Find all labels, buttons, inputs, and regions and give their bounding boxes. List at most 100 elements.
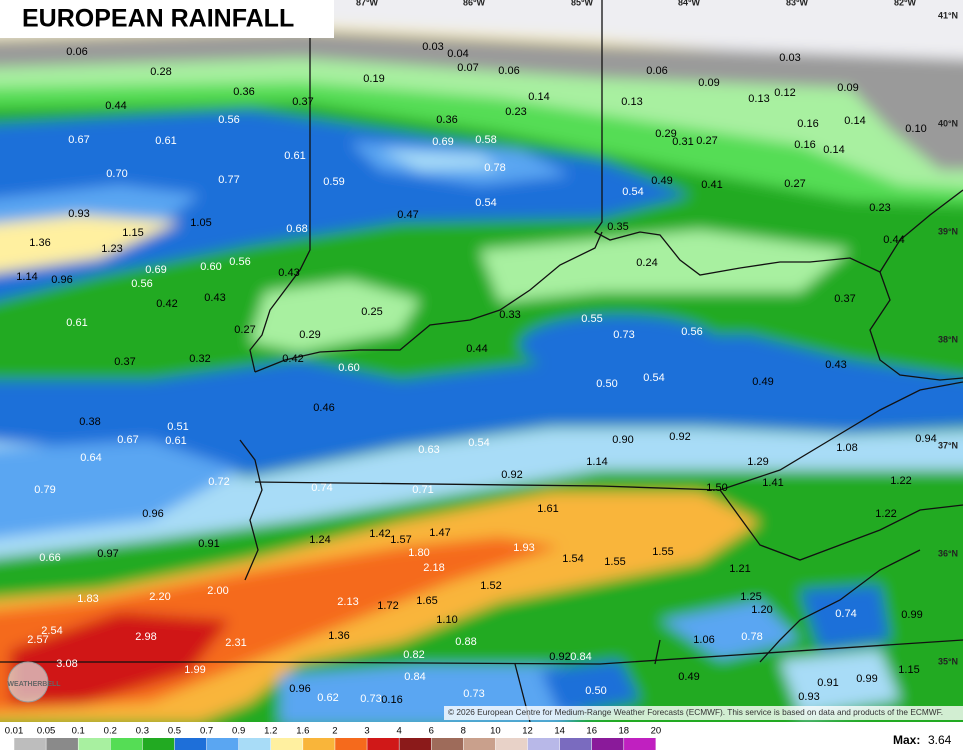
title: EUROPEAN RAINFALL (22, 5, 294, 33)
rainfall-value: 0.61 (165, 435, 186, 447)
rainfall-value: 1.23 (101, 243, 122, 255)
border (719, 489, 963, 561)
legend-label: 8 (461, 726, 466, 737)
rainfall-value: 0.90 (612, 434, 633, 446)
legend-label: 3 (364, 726, 369, 737)
border (0, 639, 963, 665)
rainfall-value: 0.27 (234, 324, 255, 336)
legend-label: 14 (554, 726, 565, 737)
rainfall-value: 0.42 (282, 353, 303, 365)
border (594, 0, 963, 276)
rainfall-value: 0.55 (581, 313, 602, 325)
rainfall-value: 0.28 (150, 66, 171, 78)
rainfall-value: 0.16 (797, 118, 818, 130)
rainfall-value: 0.79 (34, 484, 55, 496)
rainfall-value: 0.27 (696, 135, 717, 147)
rainfall-value: 0.92 (549, 651, 570, 663)
legend-label: 0.01 (5, 726, 24, 737)
rainfall-value: 1.41 (762, 477, 783, 489)
max-value: 3.64 (928, 733, 952, 747)
rainfall-value: 0.44 (105, 100, 126, 112)
rainfall-value: 0.93 (68, 208, 89, 220)
legend-label: 20 (651, 726, 662, 737)
rainfall-value: 0.04 (447, 48, 468, 60)
rainfall-value: 0.36 (436, 114, 457, 126)
rainfall-value: 1.10 (436, 614, 457, 626)
rainfall-value: 1.36 (29, 237, 50, 249)
legend-label: 0.1 (72, 726, 85, 737)
rainfall-value: 0.43 (278, 267, 299, 279)
legend-swatch (559, 738, 592, 750)
rainfall-value: 0.38 (79, 416, 100, 428)
rainfall-value: 0.96 (142, 508, 163, 520)
rainfall-value: 1.08 (836, 442, 857, 454)
legend-label: 1.2 (264, 726, 277, 737)
rainfall-value: 0.13 (621, 96, 642, 108)
rainfall-value: 0.56 (131, 278, 152, 290)
rainfall-value: 0.71 (412, 484, 433, 496)
rainfall-value: 0.06 (646, 65, 667, 77)
rainfall-value: 1.15 (898, 664, 919, 676)
legend-swatch (174, 738, 207, 750)
rainfall-value: 1.65 (416, 595, 437, 607)
rainfall-value: 0.69 (432, 136, 453, 148)
longitude-label: 83°W (786, 0, 809, 7)
rainfall-value: 2.13 (337, 596, 358, 608)
rainfall-value: 0.03 (779, 52, 800, 64)
rainfall-value: 0.43 (204, 292, 225, 304)
legend-label: 1.6 (296, 726, 309, 737)
longitude-label: 82°W (894, 0, 917, 7)
rainfall-value: 0.84 (570, 651, 591, 663)
rainfall-value: 0.03 (422, 41, 443, 53)
rainfall-value: 0.12 (774, 87, 795, 99)
legend-swatch (495, 738, 528, 750)
legend-swatch (110, 738, 143, 750)
rainfall-value: 0.16 (381, 694, 402, 706)
legend-label: 0.05 (37, 726, 56, 737)
rainfall-value: 0.49 (752, 376, 773, 388)
rainfall-value: 0.29 (655, 128, 676, 140)
rainfall-value: 0.99 (856, 673, 877, 685)
rainfall-value: 0.54 (643, 372, 664, 384)
legend-label: 2 (332, 726, 337, 737)
rainfall-value: 0.13 (748, 93, 769, 105)
latitude-label: 37°N (938, 440, 958, 450)
rainfall-value: 0.54 (475, 197, 496, 209)
rainfall-value: 0.37 (292, 96, 313, 108)
rainfall-value: 0.32 (189, 353, 210, 365)
border (239, 439, 263, 581)
rainfall-value: 0.51 (167, 421, 188, 433)
rainfall-value: 0.60 (200, 261, 221, 273)
rainfall-value: 0.14 (528, 91, 549, 103)
rainfall-value: 0.31 (672, 136, 693, 148)
rainfall-value: 0.49 (651, 175, 672, 187)
rainfall-value: 0.61 (155, 135, 176, 147)
legend-label: 0.7 (200, 726, 213, 737)
rainfall-value: 0.44 (466, 343, 487, 355)
rainfall-value: 0.56 (218, 114, 239, 126)
rainfall-value: 0.10 (905, 123, 926, 135)
border (869, 271, 963, 381)
rainfall-value: 0.77 (218, 174, 239, 186)
latitude-label: 38°N (938, 334, 958, 344)
rainfall-value: 0.50 (585, 685, 606, 697)
legend-label: 0.3 (136, 726, 149, 737)
legend-swatch (527, 738, 560, 750)
rainfall-value: 0.67 (117, 434, 138, 446)
rainfall-value: 0.97 (97, 548, 118, 560)
rainfall-value: 0.46 (313, 402, 334, 414)
rainfall-value: 0.91 (817, 677, 838, 689)
copyright-box (444, 706, 963, 720)
rainfall-value: 0.63 (418, 444, 439, 456)
rainfall-value: 0.43 (825, 359, 846, 371)
rainfall-value: 1.99 (184, 664, 205, 676)
rainfall-value: 0.64 (80, 452, 101, 464)
title-box (0, 0, 334, 38)
legend-label: 0.5 (168, 726, 181, 737)
rainfall-value: 0.72 (208, 476, 229, 488)
rainfall-value: 2.98 (135, 631, 156, 643)
rainfall-value: 0.66 (39, 552, 60, 564)
longitude-label: 84°W (678, 0, 701, 7)
border (249, 38, 311, 373)
rainfall-value: 1.93 (513, 542, 534, 554)
